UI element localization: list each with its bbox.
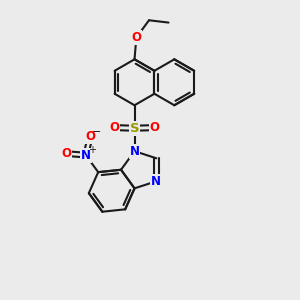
Text: O: O <box>131 31 141 44</box>
Text: O: O <box>85 130 95 142</box>
Text: N: N <box>152 175 161 188</box>
Text: O: O <box>109 121 119 134</box>
Text: +: + <box>88 145 96 155</box>
Text: O: O <box>150 121 160 134</box>
Text: O: O <box>61 147 71 160</box>
Text: −: − <box>92 127 101 137</box>
Text: S: S <box>130 122 139 135</box>
Text: N: N <box>130 145 140 158</box>
Text: N: N <box>81 148 91 162</box>
